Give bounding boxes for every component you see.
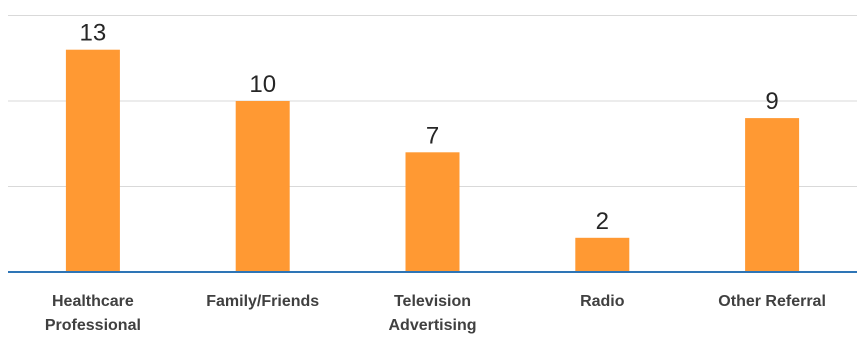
data-label: 2 bbox=[596, 208, 609, 235]
category-label: Television Advertising bbox=[388, 293, 476, 334]
bar bbox=[405, 152, 460, 272]
category-label: Other Referral bbox=[718, 293, 826, 310]
category-label-line: Family/Friends bbox=[206, 293, 319, 310]
category-label: Radio bbox=[580, 293, 625, 310]
data-label: 10 bbox=[249, 71, 276, 98]
data-label: 13 bbox=[80, 20, 107, 47]
category-label-line: Television bbox=[394, 293, 471, 310]
bar bbox=[65, 49, 120, 273]
category-labels: Healthcare Professional Family/Friends Tele… bbox=[45, 293, 826, 334]
bar bbox=[575, 237, 630, 272]
bar bbox=[745, 118, 800, 272]
category-label: Family/Friends bbox=[206, 293, 319, 310]
value-labels: 13 10 7 2 9 bbox=[80, 20, 779, 235]
category-label-line: Advertising bbox=[388, 317, 476, 334]
bar bbox=[235, 101, 290, 272]
data-label: 7 bbox=[426, 122, 439, 149]
bars bbox=[65, 49, 800, 273]
category-label-line: Radio bbox=[580, 293, 625, 310]
category-label-line: Healthcare bbox=[52, 293, 134, 310]
category-label: Healthcare Professional bbox=[45, 293, 141, 334]
category-label-line: Other Referral bbox=[718, 293, 826, 310]
data-label: 9 bbox=[765, 88, 778, 115]
category-label-line: Professional bbox=[45, 317, 141, 334]
